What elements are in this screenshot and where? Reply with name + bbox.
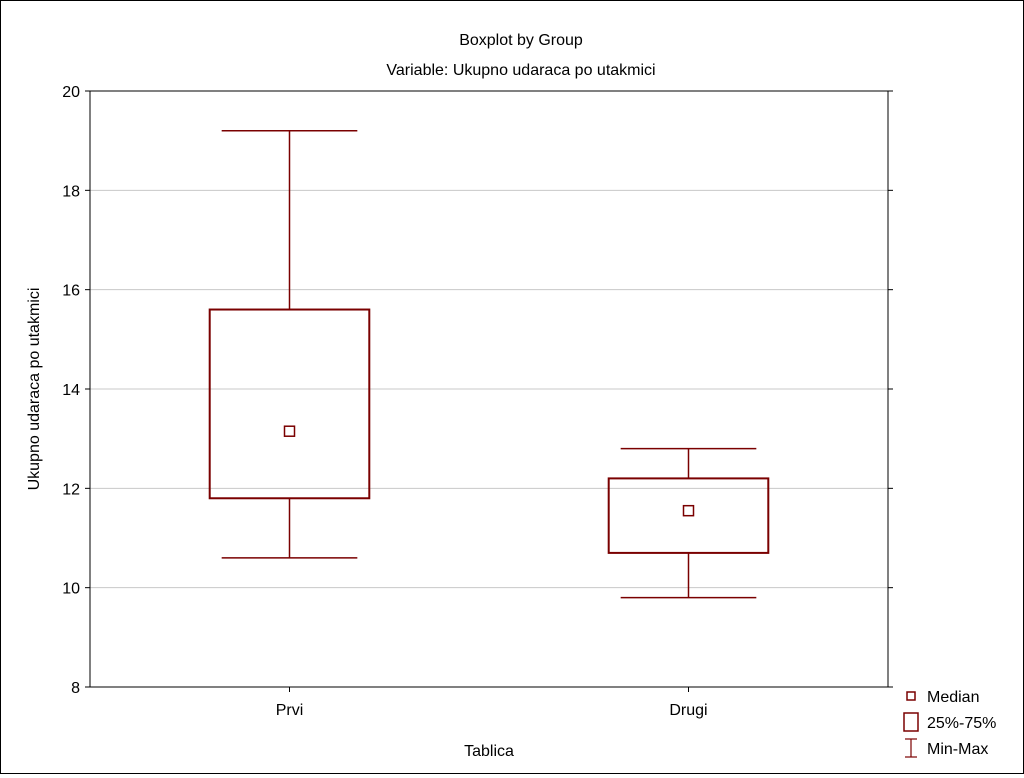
legend-label: Median xyxy=(927,689,979,706)
legend-label: Min-Max xyxy=(927,741,988,758)
x-axis-label: Tablica xyxy=(464,743,514,760)
legend-box-icon xyxy=(903,712,919,732)
y-tick-label: 14 xyxy=(62,382,80,399)
y-tick-label: 20 xyxy=(62,84,80,101)
y-tick-label: 10 xyxy=(62,581,80,598)
chart-subtitle: Variable: Ukupno udaraca po utakmici xyxy=(386,62,655,79)
box-group xyxy=(208,129,371,559)
box-group xyxy=(607,447,770,599)
iqr-box xyxy=(607,477,770,554)
y-tick-label: 8 xyxy=(71,680,80,697)
legend-label: 25%-75% xyxy=(927,715,996,732)
y-tick-label: 12 xyxy=(62,481,80,498)
median-marker xyxy=(682,504,695,517)
y-axis-label: Ukupno udaraca po utakmici xyxy=(26,288,43,491)
chart-title: Boxplot by Group xyxy=(459,32,583,49)
y-tick-label: 16 xyxy=(62,283,80,300)
iqr-box xyxy=(208,308,371,500)
median-marker xyxy=(283,425,296,437)
x-tick-label: Prvi xyxy=(276,702,304,719)
legend-median-icon xyxy=(906,691,916,701)
y-tick-label: 18 xyxy=(62,183,80,200)
x-tick-label: Drugi xyxy=(669,702,707,719)
